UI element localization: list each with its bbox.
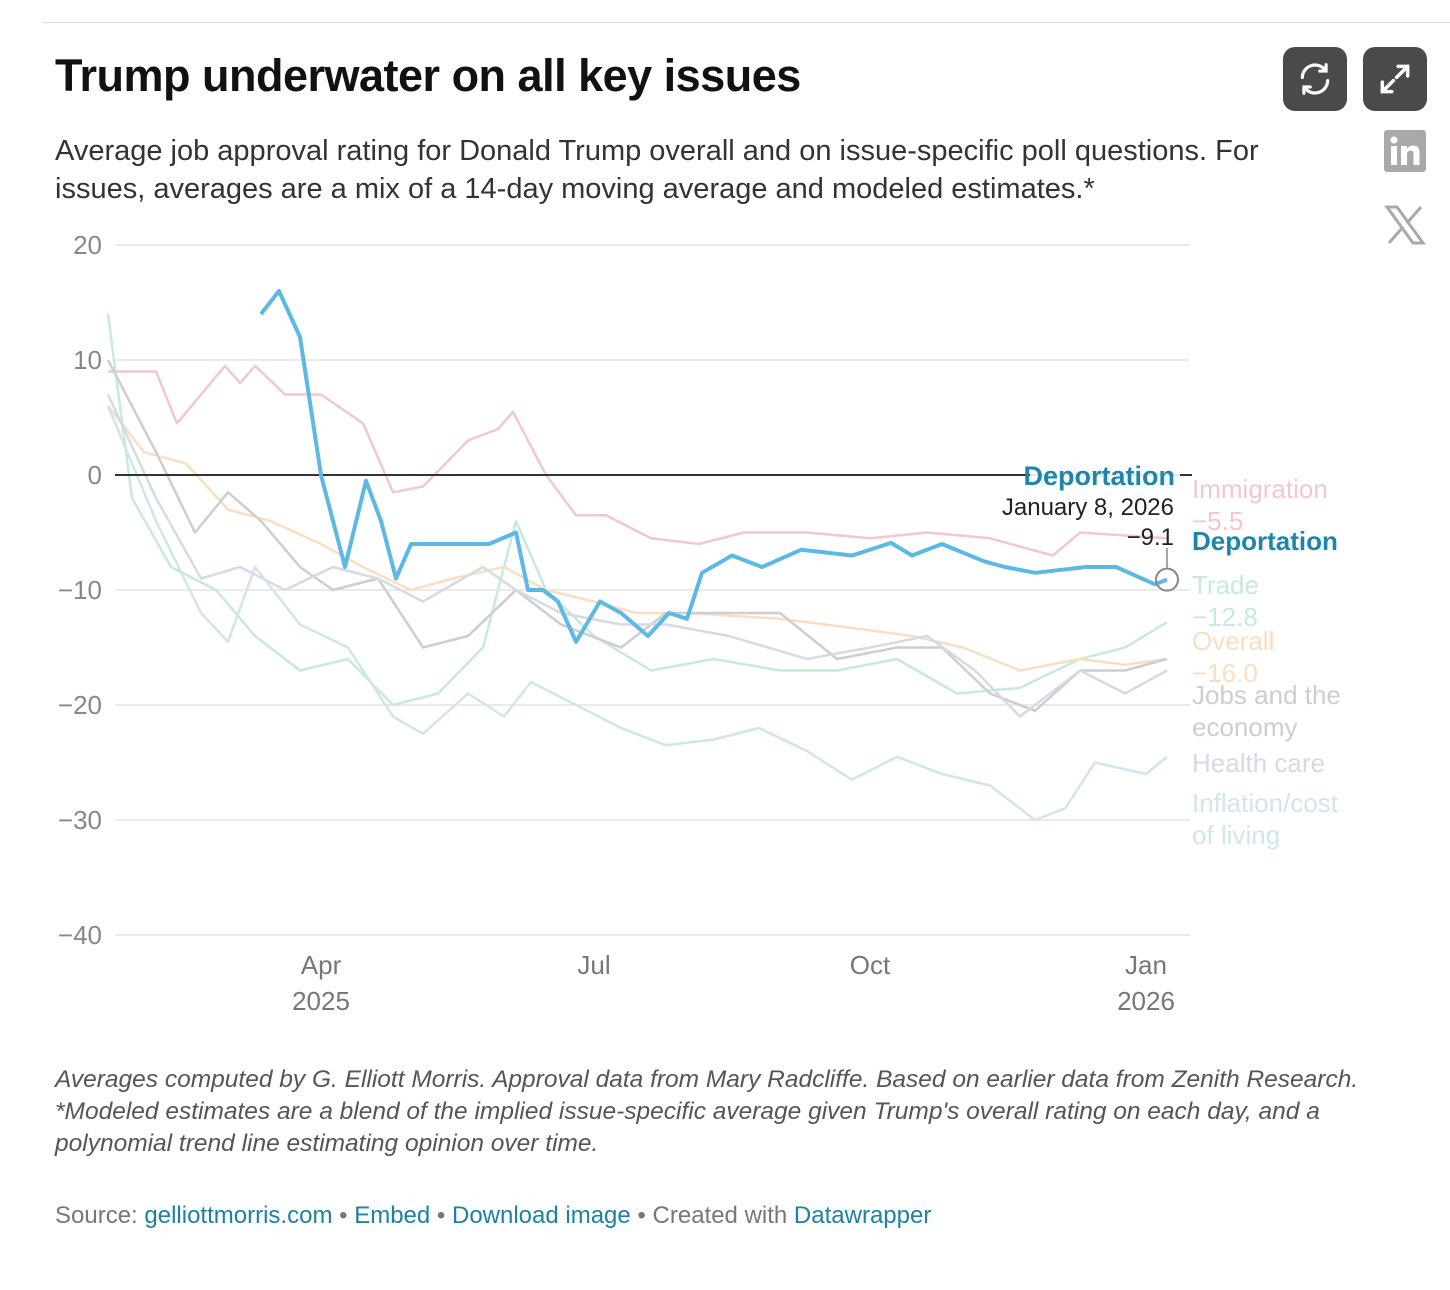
source-link[interactable]: gelliottmorris.com bbox=[144, 1202, 333, 1229]
tooltip-value: −9.1 bbox=[1127, 524, 1174, 551]
series-value-label: −5.5 bbox=[1192, 506, 1243, 536]
series-line-jobs-and-the-economy bbox=[106, 359, 1168, 713]
created-with-label: Created with bbox=[652, 1202, 788, 1229]
y-tick-label: 20 bbox=[73, 230, 102, 260]
series-label: Trade bbox=[1192, 570, 1259, 600]
y-tick-label: −30 bbox=[58, 805, 102, 835]
y-tick-label: 10 bbox=[73, 345, 102, 375]
y-tick-label: −40 bbox=[58, 920, 102, 950]
top-divider bbox=[42, 22, 1450, 23]
refresh-button[interactable] bbox=[1283, 47, 1347, 111]
x-share-button[interactable] bbox=[1384, 204, 1426, 251]
embed-link[interactable]: Embed bbox=[354, 1202, 431, 1229]
separator: • bbox=[430, 1202, 452, 1229]
series-label: Overall bbox=[1192, 626, 1274, 656]
x-tick-label: Apr bbox=[301, 950, 342, 980]
series-line-deportation bbox=[259, 289, 1168, 644]
series-line-inflation-cost-of-living bbox=[106, 405, 1168, 822]
refresh-icon bbox=[1300, 63, 1330, 95]
expand-icon bbox=[1380, 64, 1410, 94]
series-value-label: −16.0 bbox=[1192, 658, 1258, 688]
x-tick-year-label: 2026 bbox=[1117, 986, 1175, 1016]
note-methodology: *Modeled estimates are a blend of the im… bbox=[55, 1098, 1320, 1157]
chart-title: Trump underwater on all key issues bbox=[55, 50, 801, 101]
fullscreen-button[interactable] bbox=[1363, 47, 1427, 111]
datawrapper-link[interactable]: Datawrapper bbox=[793, 1202, 932, 1229]
note-credits: Averages computed by G. Elliott Morris. … bbox=[55, 1066, 1359, 1093]
source-label: Source: bbox=[55, 1202, 138, 1229]
chart-notes: Averages computed by G. Elliott Morris. … bbox=[55, 1064, 1435, 1160]
series-label: Inflation/cost of living bbox=[1192, 788, 1339, 850]
series-line-immigration bbox=[108, 364, 1168, 557]
y-tick-label: 0 bbox=[88, 460, 102, 490]
series-label: Jobs and the economy bbox=[1192, 680, 1341, 742]
tooltip-date: January 8, 2026 bbox=[1002, 494, 1174, 521]
series-value-label: −12.8 bbox=[1192, 602, 1258, 632]
x-tick-year-label: 2025 bbox=[292, 986, 350, 1016]
series-line-overall bbox=[107, 405, 1168, 672]
source-line: Source: gelliottmorris.com • Embed • Dow… bbox=[55, 1202, 931, 1230]
chart-subtitle: Average job approval rating for Donald T… bbox=[55, 135, 1259, 205]
x-tick-label: Jul bbox=[577, 950, 610, 980]
x-icon bbox=[1384, 205, 1426, 245]
download-image-link[interactable]: Download image bbox=[451, 1202, 631, 1229]
tooltip-series-name: Deportation bbox=[1024, 461, 1176, 491]
separator: • bbox=[630, 1202, 653, 1229]
separator: • bbox=[332, 1202, 355, 1229]
series-label: Immigration bbox=[1192, 474, 1328, 504]
series-label: Health care bbox=[1192, 748, 1325, 778]
series-label: Deportation bbox=[1192, 526, 1338, 556]
x-tick-label: Oct bbox=[850, 950, 891, 980]
x-tick-label: Jan bbox=[1125, 950, 1167, 980]
linkedin-icon bbox=[1384, 130, 1426, 172]
linkedin-share-button[interactable] bbox=[1384, 130, 1426, 177]
series-line-health-care bbox=[106, 393, 1168, 718]
y-tick-label: −20 bbox=[58, 690, 102, 720]
y-tick-label: −10 bbox=[58, 575, 102, 605]
